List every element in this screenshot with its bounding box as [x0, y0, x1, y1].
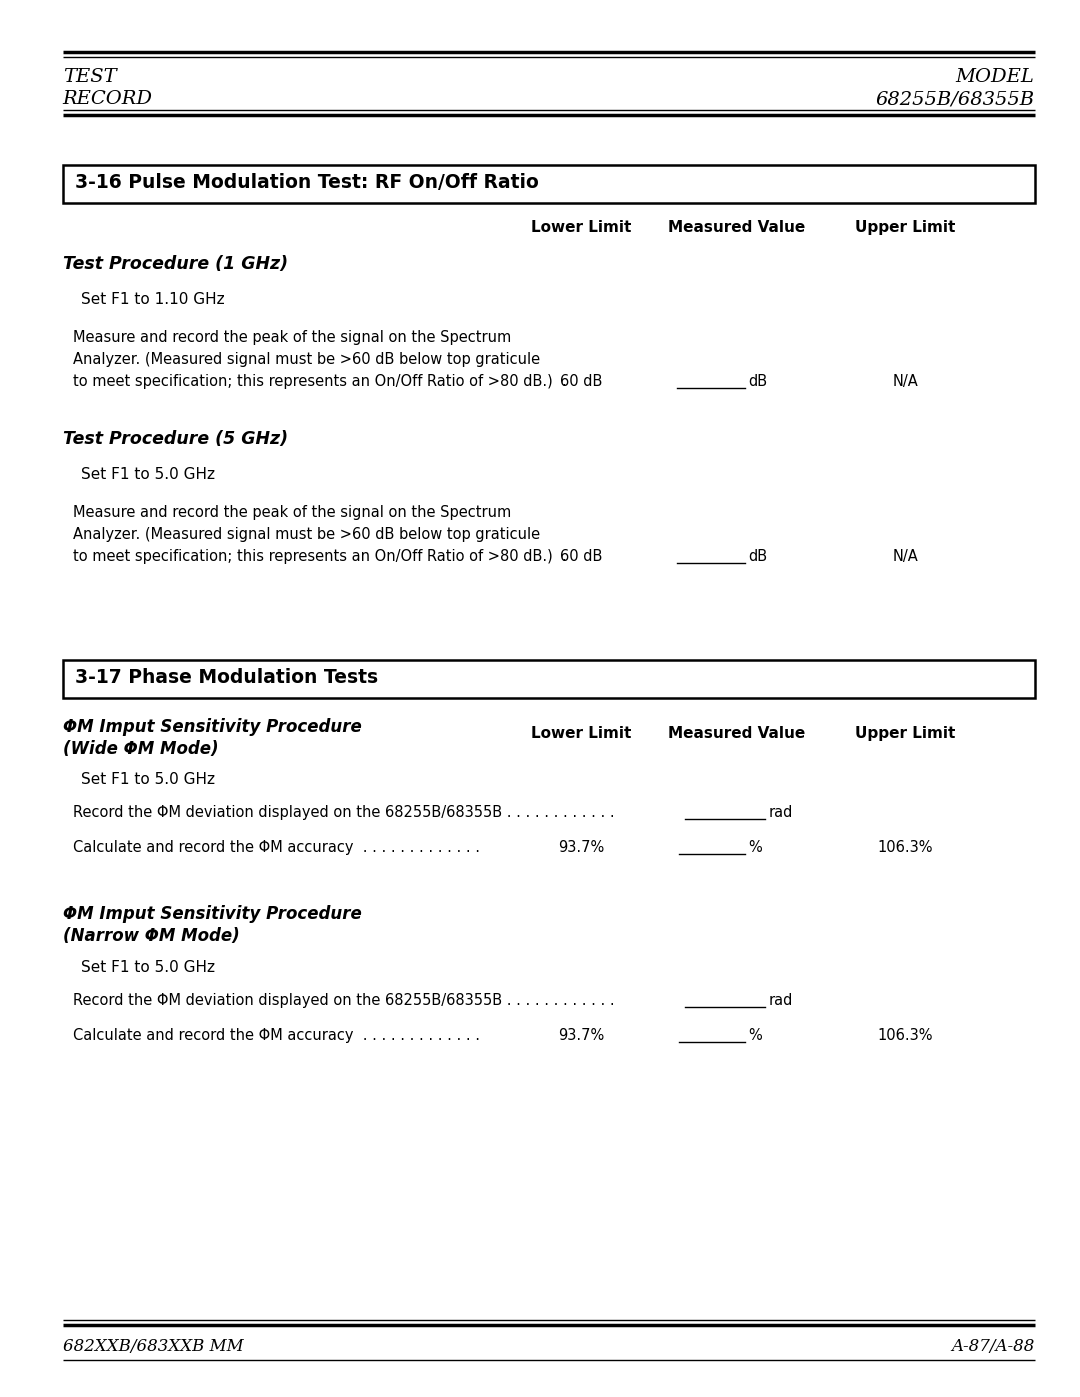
Text: 68255B/68355B: 68255B/68355B: [876, 89, 1035, 108]
Text: rad: rad: [769, 993, 793, 1009]
Text: dB: dB: [748, 374, 768, 388]
Text: Record the ΦM deviation displayed on the 68255B/68355B . . . . . . . . . . . .: Record the ΦM deviation displayed on the…: [73, 805, 616, 820]
Text: Set F1 to 5.0 GHz: Set F1 to 5.0 GHz: [81, 773, 215, 787]
Text: dB: dB: [748, 549, 768, 564]
Text: Test Procedure (5 GHz): Test Procedure (5 GHz): [63, 430, 287, 448]
Text: Measure and record the peak of the signal on the Spectrum: Measure and record the peak of the signa…: [73, 504, 512, 520]
Text: 93.7%: 93.7%: [558, 1028, 604, 1044]
Text: 60 dB: 60 dB: [559, 374, 603, 388]
Text: (Wide ΦM Mode): (Wide ΦM Mode): [63, 740, 218, 759]
Text: (Narrow ΦM Mode): (Narrow ΦM Mode): [63, 928, 240, 944]
Text: N/A: N/A: [892, 549, 918, 564]
Text: Measure and record the peak of the signal on the Spectrum: Measure and record the peak of the signa…: [73, 330, 512, 345]
Text: Analyzer. (Measured signal must be >60 dB below top graticule: Analyzer. (Measured signal must be >60 d…: [73, 527, 541, 542]
Text: 106.3%: 106.3%: [877, 1028, 933, 1044]
Text: Measured Value: Measured Value: [667, 219, 806, 235]
Text: Calculate and record the ΦM accuracy  . . . . . . . . . . . . .: Calculate and record the ΦM accuracy . .…: [73, 840, 481, 855]
Text: A-87/A-88: A-87/A-88: [951, 1338, 1035, 1355]
Text: Upper Limit: Upper Limit: [855, 219, 955, 235]
Text: Calculate and record the ΦM accuracy  . . . . . . . . . . . . .: Calculate and record the ΦM accuracy . .…: [73, 1028, 481, 1044]
Text: Upper Limit: Upper Limit: [855, 726, 955, 740]
Text: Measured Value: Measured Value: [667, 726, 806, 740]
Text: 106.3%: 106.3%: [877, 840, 933, 855]
Bar: [63, 165, 1035, 203]
Text: 3-16 Pulse Modulation Test: RF On/Off Ratio: 3-16 Pulse Modulation Test: RF On/Off Ra…: [75, 173, 539, 191]
Text: Set F1 to 5.0 GHz: Set F1 to 5.0 GHz: [81, 960, 215, 975]
Text: 93.7%: 93.7%: [558, 840, 604, 855]
Text: rad: rad: [769, 805, 793, 820]
Text: Test Procedure (1 GHz): Test Procedure (1 GHz): [63, 256, 287, 272]
Bar: [63, 659, 1035, 698]
Text: Set F1 to 1.10 GHz: Set F1 to 1.10 GHz: [81, 292, 225, 307]
Text: 682XXB/683XXB MM: 682XXB/683XXB MM: [63, 1338, 243, 1355]
Text: 60 dB: 60 dB: [559, 549, 603, 564]
Text: ΦM Imput Sensitivity Procedure: ΦM Imput Sensitivity Procedure: [63, 718, 362, 736]
Text: 3-17 Phase Modulation Tests: 3-17 Phase Modulation Tests: [75, 668, 378, 687]
Text: Lower Limit: Lower Limit: [531, 726, 631, 740]
Text: ΦM Imput Sensitivity Procedure: ΦM Imput Sensitivity Procedure: [63, 905, 362, 923]
Text: RECORD: RECORD: [63, 89, 152, 108]
Text: MODEL: MODEL: [956, 68, 1035, 87]
Text: TEST: TEST: [63, 68, 117, 87]
Text: to meet specification; this represents an On/Off Ratio of >80 dB.)  .: to meet specification; this represents a…: [73, 549, 567, 564]
Text: Lower Limit: Lower Limit: [531, 219, 631, 235]
Text: %: %: [748, 1028, 762, 1044]
Text: N/A: N/A: [892, 374, 918, 388]
Text: to meet specification; this represents an On/Off Ratio of >80 dB.)  .: to meet specification; this represents a…: [73, 374, 567, 388]
Text: Record the ΦM deviation displayed on the 68255B/68355B . . . . . . . . . . . .: Record the ΦM deviation displayed on the…: [73, 993, 616, 1009]
Text: Analyzer. (Measured signal must be >60 dB below top graticule: Analyzer. (Measured signal must be >60 d…: [73, 352, 541, 367]
Text: %: %: [748, 840, 762, 855]
Text: Set F1 to 5.0 GHz: Set F1 to 5.0 GHz: [81, 467, 215, 482]
